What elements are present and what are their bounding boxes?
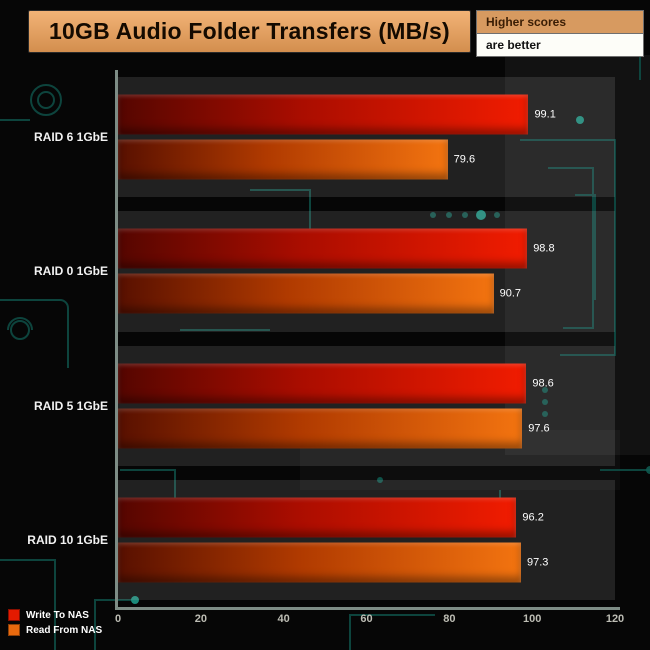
bar-read-from-nas xyxy=(118,408,523,449)
bar-stack: 98.6 97.6 xyxy=(118,358,615,453)
note-top-label: Higher scores xyxy=(476,10,644,34)
chart-title: 10GB Audio Folder Transfers (MB/s) xyxy=(28,10,471,53)
chart-legend: Write To NAS Read From NAS xyxy=(8,609,102,639)
bar-line: 90.7 xyxy=(118,273,615,314)
y-axis-line xyxy=(115,70,118,610)
bar-read-from-nas xyxy=(118,273,494,314)
value-label: 99.1 xyxy=(534,108,556,121)
bar-line: 99.1 xyxy=(118,94,615,135)
note-bottom-label: are better xyxy=(476,34,644,57)
higher-scores-note: Higher scores are better xyxy=(476,10,644,57)
x-axis-tick: 120 xyxy=(605,613,625,625)
plot-area: RAID 6 1GbE 99.1 79.6 RAID 0 1GbE 98.8 90.7 RA… xyxy=(0,70,650,607)
category-group: RAID 6 1GbE 99.1 79.6 xyxy=(0,70,650,204)
bar-stack: 96.2 97.3 xyxy=(118,492,615,587)
legend-label: Read From NAS xyxy=(26,624,103,636)
bar-stack: 98.8 90.7 xyxy=(118,224,615,319)
x-axis-line xyxy=(115,607,620,610)
bar-read-from-nas xyxy=(118,542,521,583)
legend-item: Write To NAS xyxy=(8,609,102,621)
bar-write-to-nas xyxy=(118,94,529,135)
category-label: RAID 0 1GbE xyxy=(33,264,108,279)
bar-read-from-nas xyxy=(118,139,448,180)
category-group: RAID 5 1GbE 98.6 97.6 xyxy=(0,339,650,473)
x-axis-tick: 40 xyxy=(277,613,290,625)
bar-write-to-nas xyxy=(118,497,517,538)
bar-line: 98.8 xyxy=(118,228,615,269)
category-label: RAID 10 1GbE xyxy=(27,532,108,547)
bar-line: 97.3 xyxy=(118,542,615,583)
category-label: RAID 5 1GbE xyxy=(33,398,108,413)
bar-line: 79.6 xyxy=(118,139,615,180)
x-axis-tick: 20 xyxy=(194,613,207,625)
bar-line: 98.6 xyxy=(118,363,615,404)
value-label: 96.2 xyxy=(522,511,544,524)
bar-stack: 99.1 79.6 xyxy=(118,90,615,185)
x-axis-tick: 0 xyxy=(114,613,122,625)
legend-item: Read From NAS xyxy=(8,624,102,636)
bar-write-to-nas xyxy=(118,228,528,269)
value-label: 98.6 xyxy=(532,377,554,390)
bar-line: 97.6 xyxy=(118,408,615,449)
x-axis-ticks: 0 20 40 60 80 100 120 xyxy=(114,613,624,629)
value-label: 97.3 xyxy=(526,556,549,569)
legend-label: Write To NAS xyxy=(26,609,89,621)
x-axis-tick: 100 xyxy=(522,613,542,625)
value-label: 98.8 xyxy=(533,242,555,255)
x-axis-tick: 80 xyxy=(443,613,456,625)
legend-swatch-write-to-nas xyxy=(8,609,20,621)
value-label: 97.6 xyxy=(528,422,550,435)
value-label: 79.6 xyxy=(453,153,476,166)
category-group: RAID 0 1GbE 98.8 90.7 xyxy=(0,204,650,338)
value-label: 90.7 xyxy=(499,287,522,300)
category-label: RAID 6 1GbE xyxy=(33,130,108,145)
category-group: RAID 10 1GbE 96.2 97.3 xyxy=(0,473,650,607)
legend-swatch-read-from-nas xyxy=(8,624,20,636)
bar-line: 96.2 xyxy=(118,497,615,538)
x-axis-tick: 60 xyxy=(360,613,373,625)
bar-write-to-nas xyxy=(118,363,527,404)
